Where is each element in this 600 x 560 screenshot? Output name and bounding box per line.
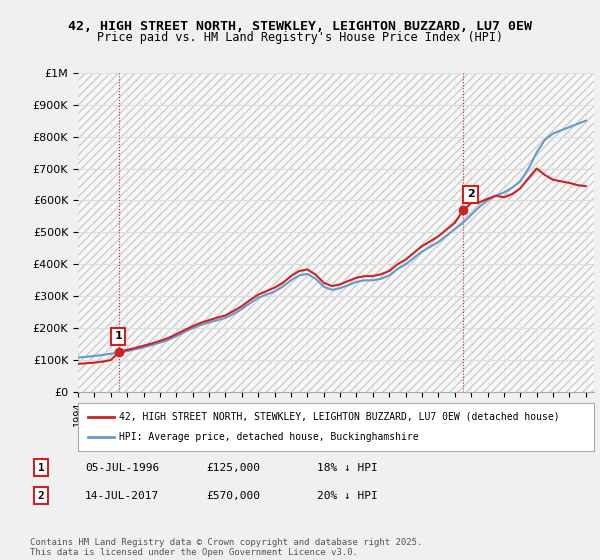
Text: Contains HM Land Registry data © Crown copyright and database right 2025.
This d: Contains HM Land Registry data © Crown c… bbox=[30, 538, 422, 557]
Text: Price paid vs. HM Land Registry's House Price Index (HPI): Price paid vs. HM Land Registry's House … bbox=[97, 31, 503, 44]
Text: 2: 2 bbox=[38, 491, 44, 501]
Text: HPI: Average price, detached house, Buckinghamshire: HPI: Average price, detached house, Buck… bbox=[119, 432, 419, 441]
Text: 42, HIGH STREET NORTH, STEWKLEY, LEIGHTON BUZZARD, LU7 0EW: 42, HIGH STREET NORTH, STEWKLEY, LEIGHTO… bbox=[68, 20, 532, 32]
Text: £125,000: £125,000 bbox=[206, 463, 260, 473]
Text: £570,000: £570,000 bbox=[206, 491, 260, 501]
Text: 1: 1 bbox=[38, 463, 44, 473]
Text: 42, HIGH STREET NORTH, STEWKLEY, LEIGHTON BUZZARD, LU7 0EW (detached house): 42, HIGH STREET NORTH, STEWKLEY, LEIGHTO… bbox=[119, 412, 560, 422]
Text: 20% ↓ HPI: 20% ↓ HPI bbox=[317, 491, 378, 501]
Text: 18% ↓ HPI: 18% ↓ HPI bbox=[317, 463, 378, 473]
Text: 2: 2 bbox=[467, 189, 475, 199]
Text: 05-JUL-1996: 05-JUL-1996 bbox=[85, 463, 160, 473]
Text: 14-JUL-2017: 14-JUL-2017 bbox=[85, 491, 160, 501]
Text: 1: 1 bbox=[114, 332, 122, 342]
